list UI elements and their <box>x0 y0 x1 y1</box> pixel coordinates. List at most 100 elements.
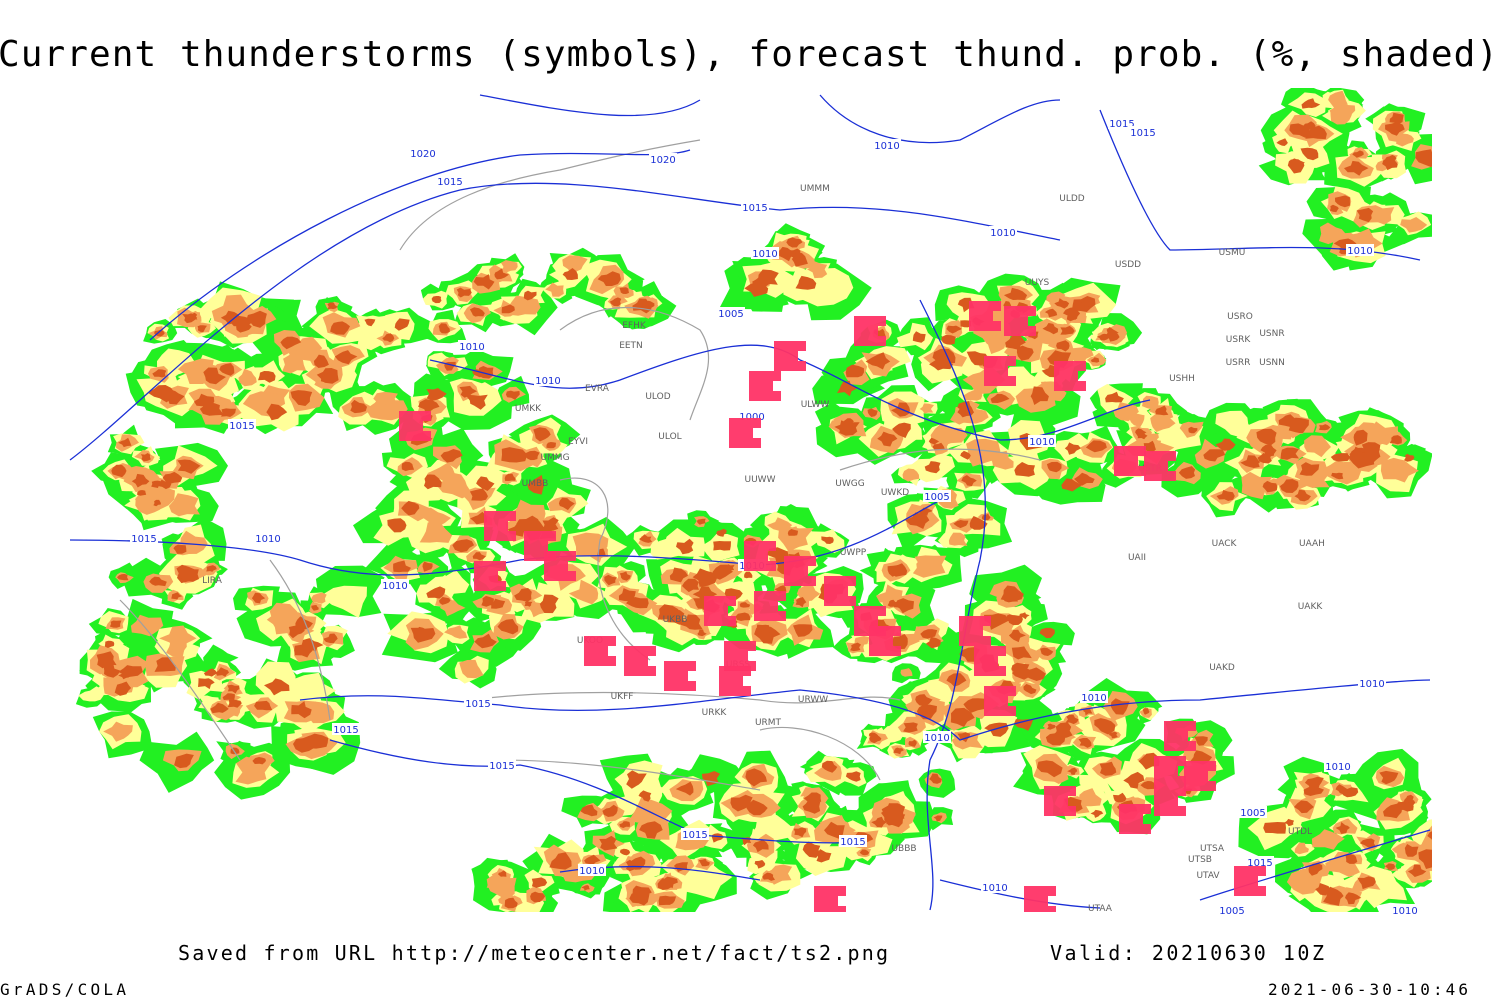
shading-patch <box>756 624 771 635</box>
shading-patch <box>1094 718 1116 735</box>
shading-patch <box>865 352 891 370</box>
shading-patch <box>1274 429 1292 440</box>
shading-patch <box>418 399 440 414</box>
isobar <box>329 739 861 844</box>
shading-patch <box>953 520 969 529</box>
shading-patch <box>803 792 822 803</box>
station-code: UWKD <box>881 488 909 498</box>
isobar-label: 1015 <box>742 203 767 214</box>
shading-patch <box>1352 150 1364 158</box>
shading-patch <box>1330 108 1354 125</box>
shading-patch <box>1288 417 1309 434</box>
station-code: EVRA <box>585 384 610 394</box>
shading-patch <box>504 473 516 481</box>
isobar-label-bg <box>717 307 745 319</box>
thunderstorm-symbol <box>959 616 991 646</box>
shading-patch <box>1140 781 1157 790</box>
shading-patch <box>775 246 798 262</box>
shading-patch <box>508 295 541 316</box>
shading-patch <box>198 678 215 690</box>
shading-patch <box>531 877 548 888</box>
shading-patch <box>177 459 201 474</box>
shading-patch <box>990 393 1010 403</box>
shading-patch <box>137 490 147 496</box>
shading-patch <box>452 539 475 553</box>
shading-patch <box>984 722 1009 737</box>
shading-patch <box>440 449 463 463</box>
shading-patch <box>778 527 814 552</box>
shading-patch <box>527 475 545 495</box>
shading-patch <box>476 476 495 491</box>
thunderstorm-symbol <box>1024 886 1056 912</box>
shading-patch <box>1315 883 1330 896</box>
thunderstorm-symbol <box>1114 446 1146 476</box>
shading-patch <box>1404 844 1419 857</box>
shading-patch <box>1335 195 1351 208</box>
shading-patch <box>658 895 677 906</box>
shading-patch <box>1357 876 1376 890</box>
shading-patch <box>963 698 986 713</box>
shading-patch <box>1066 312 1080 322</box>
shading-patch <box>639 534 653 543</box>
shading-patch <box>159 625 197 652</box>
shading-patch <box>1061 478 1082 492</box>
isobar-label: 1015 <box>1130 128 1155 139</box>
station-code: UACK <box>1212 539 1238 549</box>
station-code: USNN <box>1259 358 1285 368</box>
shading-patch <box>802 800 821 814</box>
shading-patch <box>1335 784 1348 795</box>
isobar-label-bg <box>578 864 606 876</box>
thunderstorm-symbol <box>1184 761 1216 791</box>
station-code: UTDL <box>1288 827 1312 837</box>
shading-patch <box>1003 287 1028 300</box>
shading-patch <box>745 768 767 787</box>
station-code: EYVI <box>568 437 588 447</box>
shading-patch <box>912 331 926 343</box>
shading-patch <box>1385 154 1397 163</box>
thunderstorm-symbol <box>1119 804 1151 834</box>
shading-patch <box>294 644 313 658</box>
isobar-label-bg <box>649 153 677 165</box>
shading-patch <box>941 334 956 345</box>
isobar-label-bg <box>332 723 360 735</box>
shading-patch <box>821 536 834 544</box>
shading-patch <box>539 594 559 614</box>
shading-patch <box>599 835 618 851</box>
isobar-label: 1005 <box>1219 906 1244 917</box>
thunderstorm-symbol <box>854 316 886 346</box>
shading-patch <box>227 699 242 708</box>
shading-patch <box>444 625 468 639</box>
isobar-label: 1010 <box>382 581 407 592</box>
shading-patch <box>1319 424 1331 431</box>
isobar-label: 1015 <box>229 421 254 432</box>
isobar-label: 1010 <box>1347 246 1372 257</box>
shading-patch <box>1044 308 1058 318</box>
shading-patch <box>327 302 338 310</box>
shading-patch <box>118 437 132 448</box>
isobar-label: 1015 <box>131 534 156 545</box>
station-code: URMT <box>755 718 782 728</box>
shading-patch <box>619 848 631 856</box>
shading-patch <box>498 870 507 877</box>
isobar-label: 1020 <box>650 155 675 166</box>
shading-patch <box>1389 112 1404 124</box>
shading-patch <box>117 573 129 581</box>
shading-patch <box>180 567 199 582</box>
shading-patch <box>894 598 914 614</box>
shading-patch <box>696 518 706 525</box>
shading-patch <box>293 735 319 753</box>
shading-patch <box>330 321 350 335</box>
shading-patch <box>469 488 488 501</box>
shading-patch <box>311 592 327 604</box>
shading-patch <box>424 474 442 490</box>
shading-patch <box>1304 435 1331 458</box>
shading-patch <box>1263 822 1286 834</box>
shading-patch <box>1178 466 1196 479</box>
shading-patch <box>802 841 821 858</box>
shading-patch <box>1216 490 1235 501</box>
station-code: EFHK <box>622 321 647 331</box>
shading-patch <box>762 872 775 881</box>
shading-patch <box>1361 442 1381 457</box>
shading-patch <box>426 586 446 599</box>
shading-patch <box>311 605 319 611</box>
